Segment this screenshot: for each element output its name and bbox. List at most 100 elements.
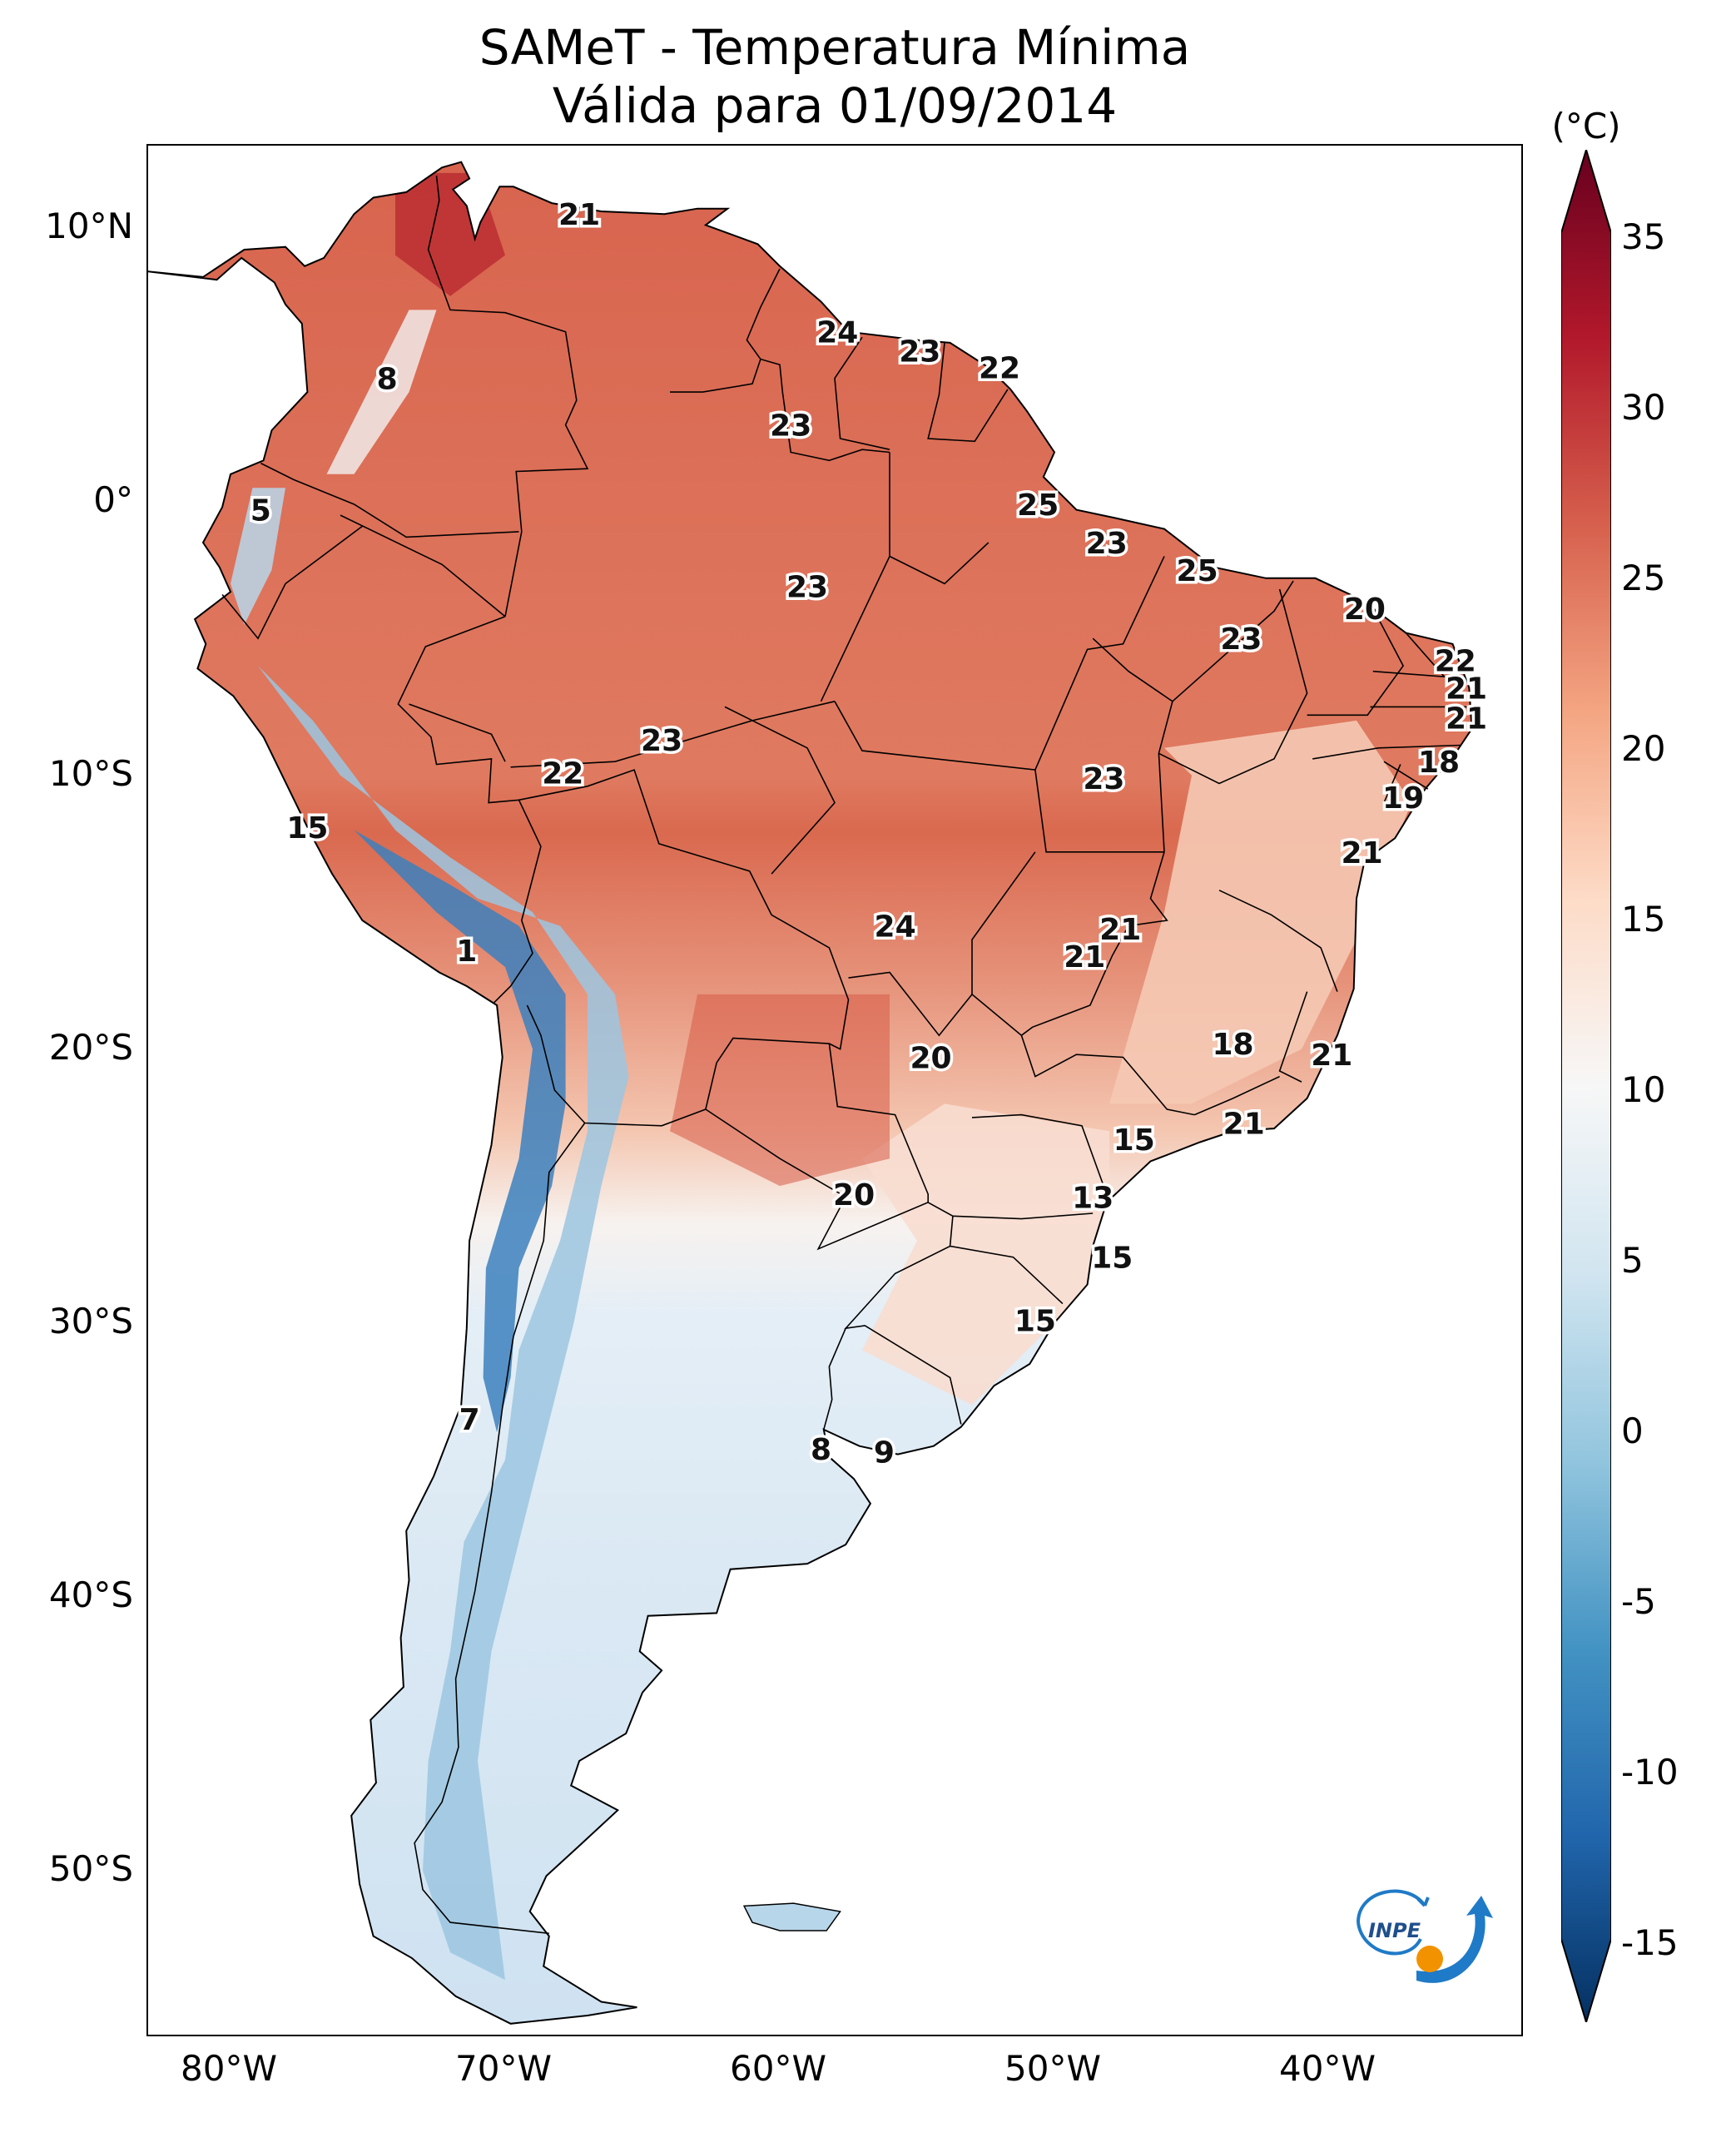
temperature-value-label: 9: [874, 1435, 895, 1470]
border-line: [889, 542, 990, 585]
title-line-2: Válida para 01/09/2014: [552, 77, 1118, 134]
border-line: [971, 1113, 1108, 1195]
longitude-tick-label: 40°W: [1279, 2048, 1376, 2089]
colorbar-tick-label: 5: [1621, 1240, 1644, 1281]
colorbar-tick-label: 0: [1621, 1411, 1644, 1451]
longitude-tick-label: 60°W: [730, 2048, 826, 2089]
temperature-value-label: 23: [899, 335, 940, 369]
falkland-islands: [742, 1902, 841, 1931]
border-line: [724, 706, 836, 875]
border-line: [848, 971, 973, 1037]
temperature-value-label: 18: [1212, 1028, 1253, 1062]
colorbar-tick-label: -5: [1621, 1581, 1656, 1622]
temperature-value-label: 25: [1017, 488, 1059, 523]
temperature-value-label: 20: [1344, 593, 1386, 627]
border-line: [1307, 607, 1405, 717]
map-title: SAMeT - Temperatura Mínima Válida para 0…: [146, 18, 1523, 135]
border-line: [397, 616, 542, 1004]
border-line: [340, 514, 506, 617]
colorbar-tick-label: 15: [1621, 899, 1666, 940]
temperature-value-label: 21: [1446, 702, 1487, 736]
temperature-value-label: 21: [1446, 672, 1487, 706]
temperature-value-label: 21: [1099, 913, 1141, 947]
border-line: [1172, 580, 1294, 702]
border-line: [260, 462, 519, 538]
latitude-tick-label: 10°N: [45, 205, 133, 246]
border-line: [1034, 556, 1165, 771]
temperature-value-label: 1: [456, 935, 477, 969]
temperature-value-label: 8: [811, 1433, 831, 1467]
border-line: [1383, 764, 1401, 803]
border-line: [971, 851, 1168, 1037]
border-line: [1193, 1075, 1280, 1116]
temperature-value-label: 21: [1342, 836, 1383, 870]
temperature-value-label: 24: [875, 910, 916, 945]
border-line: [823, 1327, 846, 1431]
border-line: [705, 1043, 929, 1251]
colorbar-tick-label: 35: [1621, 216, 1666, 257]
temperature-value-label: 15: [1114, 1123, 1155, 1158]
colorbar-tick-label: 25: [1621, 558, 1666, 598]
temperature-value-label: 21: [1064, 940, 1105, 974]
land-mass: [148, 161, 1473, 2025]
temperature-value-label: 21: [558, 198, 600, 232]
colorbar-tick-label: 30: [1621, 387, 1666, 428]
temperature-value-label: 22: [1435, 645, 1476, 679]
temperature-value-label: 23: [786, 571, 828, 605]
border-line: [221, 525, 363, 640]
map-panel: 21 8 24 23 22 23 5 25 23 25 23 20 23 22 21 21 23 22 18 23 19…: [146, 144, 1523, 2036]
border-line: [427, 176, 589, 617]
temperature-value-label: 25: [1177, 554, 1218, 588]
border-line: [409, 703, 506, 762]
temperature-value-label: 23: [1086, 527, 1128, 561]
temperature-value-label: 20: [833, 1178, 875, 1212]
border-line: [518, 769, 850, 1127]
temperature-value-label: 15: [1091, 1242, 1133, 1276]
border-line: [1278, 991, 1308, 1083]
temperature-value-label: 7: [459, 1403, 480, 1437]
border-line: [1372, 632, 1446, 678]
colorbar-tick-label: -10: [1621, 1752, 1679, 1793]
colorbar-tick-label: -15: [1621, 1922, 1679, 1963]
temperature-value-label: 8: [377, 363, 398, 397]
border-line: [1312, 744, 1461, 760]
border-line: [510, 701, 836, 768]
latitude-tick-label: 30°S: [48, 1300, 133, 1341]
title-line-1: SAMeT - Temperatura Mínima: [479, 19, 1191, 76]
inpe-logo: INPE: [1357, 1889, 1493, 1983]
temperature-value-label: 15: [286, 811, 328, 845]
latitude-tick-label: 50°S: [48, 1847, 133, 1889]
border-line: [927, 342, 1009, 443]
country-borders: [221, 176, 1472, 1935]
temperature-value-label: 22: [979, 352, 1020, 386]
border-line: [414, 1123, 586, 1935]
temperature-value-label: 18: [1418, 746, 1460, 780]
latitude-tick-label: 10°S: [48, 752, 133, 794]
temperature-value-label: 15: [1014, 1304, 1056, 1338]
temperature-value-label: 21: [1311, 1039, 1352, 1073]
latitude-tick-label: 20°S: [48, 1026, 133, 1068]
colorbar-unit: (°C): [1551, 106, 1621, 146]
border-line: [746, 268, 890, 462]
temperature-value-label: 21: [1223, 1108, 1265, 1142]
longitude-tick-label: 70°W: [455, 2048, 552, 2089]
temperature-value-label: 20: [910, 1042, 951, 1076]
latitude-tick-label: 40°S: [48, 1574, 133, 1615]
border-line: [834, 336, 890, 450]
longitude-tick-label: 80°W: [181, 2048, 277, 2089]
logo-text: INPE: [1368, 1919, 1421, 1942]
border-line: [1383, 761, 1429, 790]
border-line: [670, 359, 761, 393]
border-line: [952, 1212, 1094, 1220]
colorbar: [1561, 150, 1611, 2022]
colorbar-tick-label: 20: [1621, 728, 1666, 769]
latitude-tick-label: 0°: [93, 478, 133, 520]
border-line: [1020, 1034, 1195, 1116]
temperature-value-label: 23: [1083, 762, 1124, 796]
temperature-value-label: 23: [641, 724, 682, 758]
temperature-value-label: 23: [1220, 622, 1262, 657]
temperature-value-label: 23: [770, 409, 811, 444]
temperature-value-label: 5: [250, 494, 271, 528]
